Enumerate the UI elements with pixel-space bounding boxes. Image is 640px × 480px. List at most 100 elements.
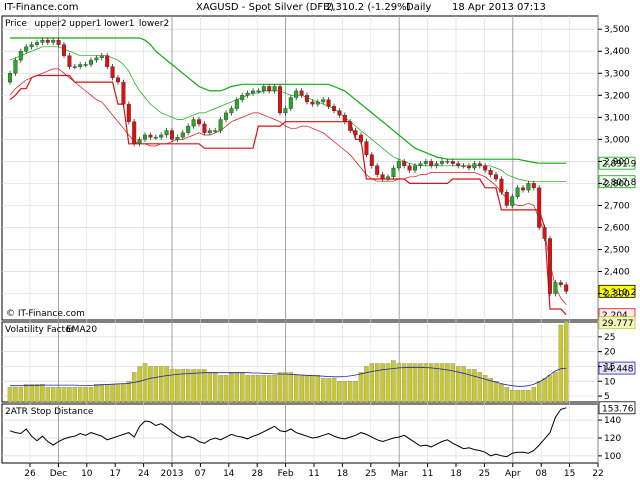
vf-bar	[256, 375, 261, 403]
timestamp: 18 Apr 2013 07:13	[452, 2, 546, 13]
vf-bar	[369, 363, 375, 403]
vf-bar	[207, 372, 213, 403]
vf-bar	[499, 384, 504, 403]
vf-bar	[418, 363, 423, 403]
last-value-box	[598, 401, 636, 415]
vf-bar	[515, 389, 520, 403]
candle-body	[369, 154, 374, 166]
vf-bar	[218, 375, 223, 403]
vf-bar	[466, 369, 472, 403]
candle-body	[202, 123, 207, 133]
vf-bar	[67, 387, 72, 403]
x-tick-label: Feb	[278, 469, 294, 479]
candle-body	[461, 165, 466, 167]
x-tick-label: 24	[138, 469, 150, 479]
candle-body	[78, 64, 83, 67]
vf-bar	[374, 363, 380, 403]
vf-bar	[563, 321, 569, 403]
candle-body	[115, 77, 120, 83]
candle-body	[558, 282, 563, 285]
last-price: 2,310.2 (-1.29%)	[326, 2, 411, 13]
x-tick-label: Apr	[505, 469, 521, 479]
candle-body	[305, 95, 310, 103]
vf-bar	[488, 378, 493, 403]
vf-bar	[29, 384, 34, 403]
vf-bar	[326, 378, 331, 403]
y-tick-label: 10	[604, 377, 616, 387]
last-value-label: 29.777	[602, 319, 634, 329]
vf-bar	[131, 372, 137, 403]
candle-body	[278, 86, 283, 114]
candle-body	[245, 92, 250, 96]
candle-body	[472, 163, 477, 169]
candle-body	[537, 187, 542, 228]
x-tick-label: 17	[109, 469, 120, 479]
candle-body	[564, 284, 569, 292]
vf-bar	[304, 375, 310, 403]
candle-body	[310, 101, 315, 105]
vf-bar	[493, 381, 499, 403]
watermark: © IT-Finance.com	[6, 309, 85, 319]
candle-body	[337, 110, 342, 116]
candle-body	[234, 99, 239, 109]
candle-body	[105, 55, 110, 67]
candle-body	[121, 81, 126, 105]
candle-body	[386, 176, 391, 180]
vf-bar	[331, 378, 337, 403]
vf-bar	[293, 375, 299, 403]
legend-lower2: lower2	[139, 19, 169, 29]
x-tick-label: 2013	[161, 469, 184, 479]
upper2-line	[10, 37, 567, 164]
candle-body	[94, 57, 99, 61]
candle-body	[418, 163, 423, 166]
candle-body	[186, 125, 191, 133]
lower2-line	[9, 74, 567, 316]
vf-bar	[320, 378, 326, 403]
vf-bar	[477, 372, 483, 403]
vf-bar	[412, 363, 418, 403]
vf-bar	[126, 381, 132, 403]
vf-bar	[158, 366, 164, 403]
candle-body	[153, 136, 158, 139]
candle-body	[456, 163, 461, 166]
candle-body	[407, 165, 412, 171]
vf-bar	[88, 387, 94, 403]
x-tick-label: 11	[308, 469, 319, 479]
y-tick-label: 3,500	[604, 25, 630, 35]
candle-body	[272, 86, 277, 92]
last-value-label: 2,310.2	[602, 288, 636, 298]
candle-body	[13, 59, 18, 74]
legend-volatility-factor: Volatility Factor	[5, 325, 75, 335]
last-value-box	[598, 175, 636, 189]
candle-body	[348, 121, 353, 131]
candle-body	[477, 163, 482, 166]
legend-atr: 2ATR Stop Distance	[5, 407, 94, 417]
candle-body	[402, 161, 407, 166]
y-tick-label: 3,100	[604, 113, 630, 123]
x-tick-label: 14	[223, 469, 235, 479]
symbol-title: XAGUSD - Spot Silver (DFB)	[196, 2, 334, 13]
candle-body	[542, 227, 547, 239]
candle-body	[132, 121, 137, 144]
candle-body	[35, 42, 40, 45]
candle-body	[359, 134, 364, 142]
legend-upper2: upper2	[35, 19, 67, 29]
candle-body	[83, 64, 88, 66]
x-tick-label: 26	[24, 469, 36, 479]
candle-body	[450, 161, 455, 164]
vf-bar	[13, 387, 18, 403]
y-tick-label: 3,300	[604, 69, 630, 79]
vf-bar	[277, 372, 283, 403]
candle-body	[218, 119, 223, 131]
vf-bar	[310, 375, 315, 403]
candle-body	[526, 183, 531, 191]
candle-body	[207, 130, 212, 133]
x-tick-label: 08	[535, 469, 547, 479]
vf-bar	[353, 381, 358, 403]
y-tick-label: 2,700	[604, 201, 630, 211]
candle-body	[256, 90, 261, 93]
candle-body	[548, 238, 553, 294]
vf-bar	[202, 369, 207, 403]
y-tick-label: 2,300	[604, 290, 630, 300]
legend-lower1: lower1	[104, 19, 134, 29]
